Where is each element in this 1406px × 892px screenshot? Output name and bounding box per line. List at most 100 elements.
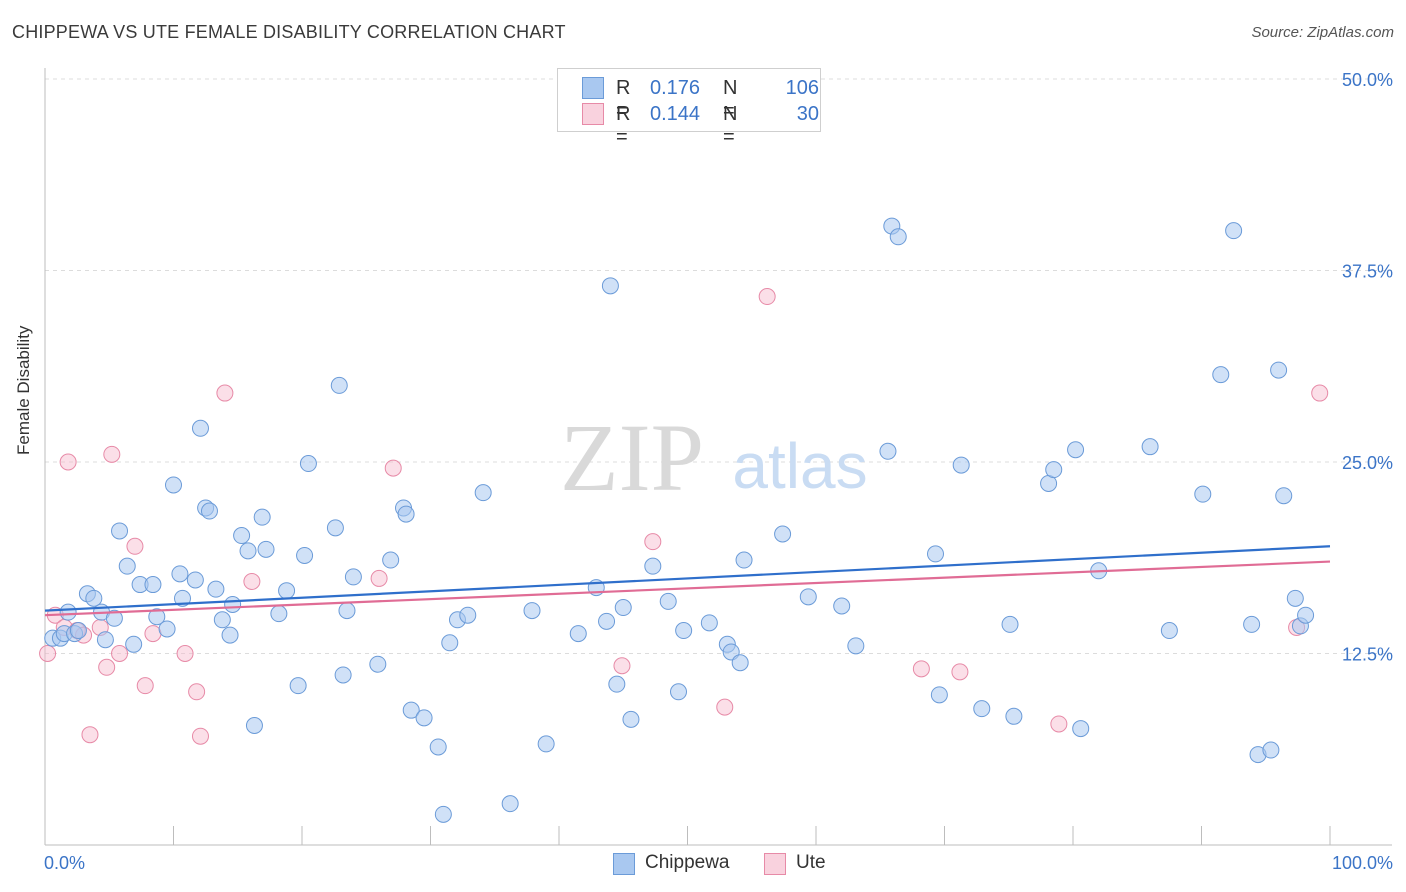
data-point-chippewa [569, 625, 587, 643]
data-point-ute [59, 453, 77, 471]
data-point-chippewa [1045, 461, 1063, 479]
bottom-legend-label: Ute [796, 852, 826, 873]
data-point-chippewa [1275, 487, 1293, 505]
correlation-legend: R = 0.176 N = 106 R = 0.144 N = 30 [557, 68, 821, 148]
watermark-atlas: atlas [732, 430, 867, 502]
data-point-chippewa [1005, 707, 1023, 725]
data-point-chippewa [523, 602, 541, 620]
ute-points [39, 288, 1329, 745]
data-point-ute [176, 645, 194, 662]
data-point-ute [1050, 715, 1068, 733]
data-point-chippewa [1141, 438, 1159, 456]
data-point-chippewa [459, 606, 477, 624]
legend-r-value: 0.144 [650, 103, 701, 125]
trend-line-chippewa [44, 545, 1331, 612]
data-point-ute [98, 658, 116, 676]
y-tick-label: 50.0% [1342, 70, 1393, 90]
data-point-ute [613, 657, 631, 675]
data-point-chippewa [326, 519, 344, 537]
grid-lines [45, 78, 1392, 654]
data-point-chippewa [429, 738, 447, 756]
watermark: ZIP atlas [560, 404, 868, 511]
bottom-legend-label: Chippewa [645, 852, 730, 873]
data-point-ute [1311, 384, 1329, 402]
legend-r-value: 0.176 [650, 77, 701, 99]
data-point-chippewa [148, 608, 166, 626]
data-point-chippewa [221, 626, 239, 644]
data-point-ute [912, 660, 930, 678]
legend-n-label: N = [723, 77, 738, 122]
data-point-chippewa [889, 228, 907, 246]
data-point-chippewa [1262, 741, 1280, 759]
data-point-chippewa [799, 588, 817, 606]
data-point-ute [370, 569, 388, 587]
trend-line-ute [44, 560, 1331, 617]
data-point-chippewa [397, 505, 415, 523]
data-point-chippewa [973, 700, 991, 718]
data-point-chippewa [239, 542, 257, 560]
data-point-chippewa [369, 655, 387, 673]
data-point-chippewa [474, 484, 492, 502]
data-point-ute [144, 625, 162, 643]
data-point-chippewa [173, 589, 191, 607]
data-point-chippewa [253, 508, 271, 526]
data-point-ute [716, 698, 734, 716]
data-point-chippewa [1212, 366, 1230, 384]
data-point-chippewa [670, 683, 688, 701]
data-point-ute [188, 683, 206, 701]
legend-n-value: 30 [796, 103, 819, 125]
data-point-chippewa [111, 522, 129, 540]
data-point-chippewa [207, 580, 225, 598]
data-point-chippewa [245, 717, 263, 735]
data-point-chippewa [338, 602, 356, 620]
data-point-chippewa [930, 686, 948, 704]
data-point-chippewa [299, 455, 317, 473]
data-point-chippewa [289, 677, 307, 695]
data-point-chippewa [441, 634, 459, 652]
data-point-chippewa [191, 419, 209, 437]
legend-swatch-chippewa [582, 77, 604, 99]
data-point-chippewa [96, 631, 114, 649]
data-point-chippewa [659, 592, 677, 610]
data-point-chippewa [415, 709, 433, 727]
data-point-chippewa [1270, 361, 1288, 379]
bottom-legend-swatch-ute [764, 853, 786, 875]
data-point-chippewa [334, 666, 352, 684]
legend-r-label: R = [616, 103, 631, 148]
data-point-chippewa [118, 557, 136, 575]
data-point-chippewa [952, 456, 970, 474]
data-point-chippewa [59, 603, 77, 621]
data-point-chippewa [879, 442, 897, 460]
data-point-chippewa [608, 675, 626, 693]
data-point-chippewa [233, 527, 251, 545]
data-point-ute [103, 445, 121, 463]
data-point-chippewa [700, 614, 718, 632]
data-point-chippewa [1001, 615, 1019, 633]
data-point-ute [111, 645, 129, 662]
data-point-chippewa [270, 605, 288, 623]
chart-title: CHIPPEWA VS UTE FEMALE DISABILITY CORREL… [12, 22, 566, 42]
y-tick-label: 25.0% [1342, 453, 1393, 473]
data-point-ute [644, 533, 662, 551]
data-point-chippewa [537, 735, 555, 753]
data-point-chippewa [735, 551, 753, 569]
data-point-chippewa [257, 540, 275, 558]
data-point-chippewa [1194, 485, 1212, 503]
trend-lines [44, 545, 1331, 617]
data-point-chippewa [344, 568, 362, 586]
data-point-chippewa [1225, 222, 1243, 240]
data-point-chippewa [434, 805, 452, 823]
data-point-chippewa [158, 620, 176, 638]
data-point-ute [384, 459, 402, 477]
data-point-chippewa [125, 635, 143, 653]
legend-n-label: N = [723, 103, 738, 148]
data-point-chippewa [598, 612, 616, 630]
data-point-chippewa [165, 476, 182, 494]
data-point-chippewa [213, 611, 231, 629]
data-point-chippewa [1243, 615, 1261, 633]
y-tick-label: 37.5% [1342, 262, 1393, 282]
data-point-ute [136, 677, 154, 695]
data-point-chippewa [278, 582, 296, 600]
data-point-chippewa [731, 654, 749, 672]
